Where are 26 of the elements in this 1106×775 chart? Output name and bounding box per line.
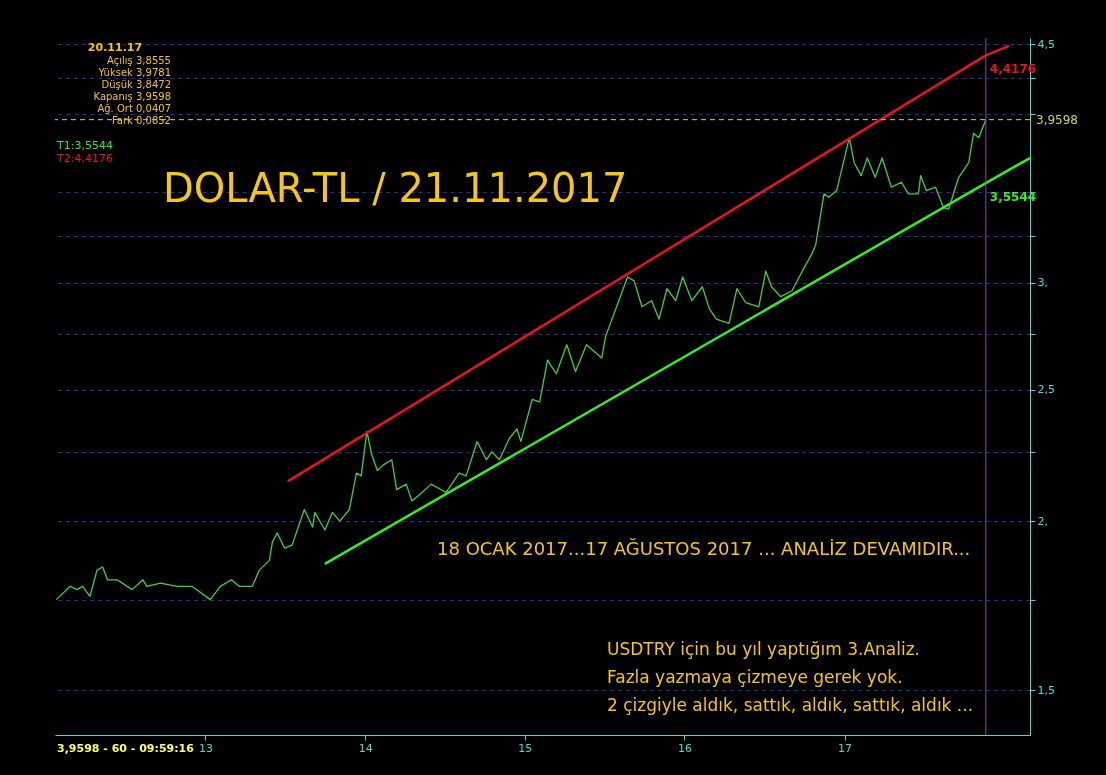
annotation: Açılış 3,8555 bbox=[107, 55, 171, 66]
x-tick-label: 17 bbox=[838, 741, 853, 755]
y-tick-label: 1,5 bbox=[1037, 683, 1055, 697]
annotation: Yüksek 3,9781 bbox=[97, 67, 171, 78]
y-tick-label: 3, bbox=[1037, 276, 1048, 290]
ref-line-label: 3,9598 bbox=[1036, 112, 1078, 127]
x-tick-label: 13 bbox=[198, 741, 213, 755]
annotation: Fazla yazmaya çizmeye gerek yok. bbox=[607, 667, 903, 687]
x-tick-label: 14 bbox=[358, 741, 373, 755]
x-tick-label: 16 bbox=[677, 741, 692, 755]
annotation: Düşük 3,8472 bbox=[101, 79, 171, 90]
annotation: T2:4,4176 bbox=[56, 152, 113, 165]
annotation: Kapanış 3,9598 bbox=[93, 91, 171, 102]
x-tick-label: 15 bbox=[518, 741, 533, 755]
text: 3,9598 - 60 - 09:59:16 bbox=[57, 742, 195, 755]
annotation: Ağ. Ort 0,0407 bbox=[97, 103, 171, 114]
annotation: 20.11.17 bbox=[87, 41, 143, 54]
annotation: 18 OCAK 2017...17 AĞUSTOS 2017 ... ANALİZ DEVAMIDIR... bbox=[437, 538, 971, 559]
y-tick-label: 4,5 bbox=[1037, 37, 1055, 51]
annotation: 2 çizgiyle aldık, sattık, aldık, sattık, aldık ... bbox=[607, 695, 974, 715]
y-tick-label: 2,5 bbox=[1037, 383, 1055, 397]
text: DOLAR-TL / 21.11.2017 bbox=[163, 165, 628, 211]
annotation: USDTRY için bu yıl yaptığım 3.Analiz. bbox=[607, 639, 921, 659]
annotation: Fark 0,0852 bbox=[111, 115, 171, 126]
y-tick-label: 2, bbox=[1037, 514, 1048, 528]
annotation: T1:3,5544 bbox=[56, 139, 113, 152]
